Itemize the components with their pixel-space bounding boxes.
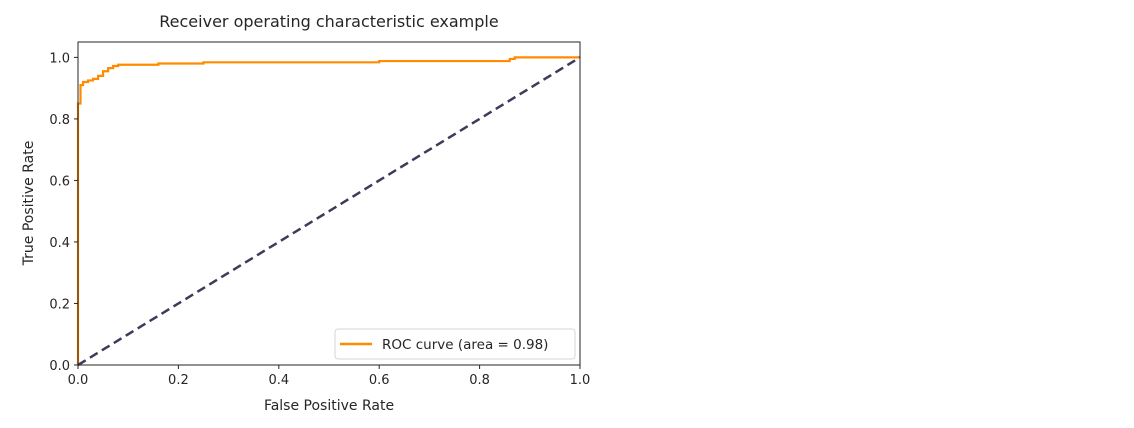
legend: ROC curve (area = 0.98) bbox=[334, 328, 576, 360]
x-tick-label: 0.2 bbox=[168, 373, 189, 388]
y-tick-label: 0.2 bbox=[49, 297, 70, 312]
y-axis-label: True Positive Rate bbox=[21, 141, 37, 267]
legend-label-roc: ROC curve (area = 0.98) bbox=[382, 337, 548, 353]
x-axis-label: False Positive Rate bbox=[264, 398, 394, 414]
legend-box bbox=[334, 328, 576, 360]
y-tick-label: 0.0 bbox=[49, 359, 70, 374]
y-tick-label: 0.8 bbox=[49, 113, 70, 128]
plot-frame bbox=[77, 41, 581, 366]
x-tick-label: 0.6 bbox=[369, 373, 390, 388]
series-layer bbox=[76, 56, 581, 367]
x-tick-label: 0.4 bbox=[268, 373, 289, 388]
x-tick-label: 1.0 bbox=[570, 373, 591, 388]
x-tick-label: 0.0 bbox=[68, 373, 89, 388]
diagonal-reference-line bbox=[77, 56, 581, 367]
chart-title: Receiver operating characteristic exampl… bbox=[159, 12, 498, 31]
y-tick-label: 1.0 bbox=[49, 51, 70, 66]
y-tick-label: 0.6 bbox=[49, 174, 70, 189]
y-axis: 0.0 0.2 0.4 0.6 0.8 1.0 bbox=[49, 51, 78, 374]
roc-curve-line bbox=[76, 56, 580, 365]
y-tick-label: 0.4 bbox=[49, 236, 70, 251]
x-axis: 0.0 0.2 0.4 0.6 0.8 1.0 bbox=[68, 365, 591, 388]
x-tick-label: 0.8 bbox=[469, 373, 490, 388]
